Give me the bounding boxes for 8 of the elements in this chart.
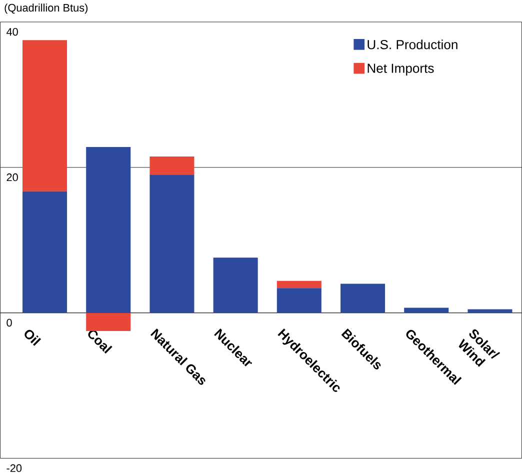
y-tick-label: 20 xyxy=(6,174,18,182)
y-axis-title: (Quadrillion Btus) xyxy=(4,4,88,14)
y-tick-label: 40 xyxy=(6,28,18,36)
y-tick-label: 0 xyxy=(6,319,12,327)
legend-label: U.S. Production xyxy=(368,40,458,50)
legend-label: Net Imports xyxy=(368,64,434,76)
x-tick-label: Oil xyxy=(24,330,42,346)
y-tick-label: -20 xyxy=(6,464,22,472)
